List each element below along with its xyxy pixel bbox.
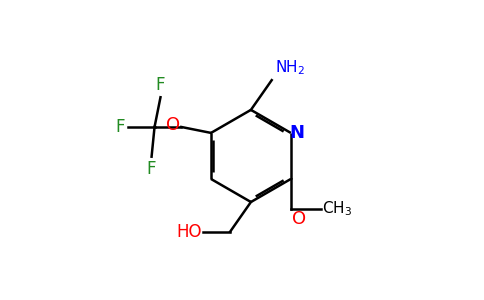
Text: CH$_3$: CH$_3$ [322, 200, 352, 218]
Text: HO: HO [176, 223, 202, 241]
Text: O: O [166, 116, 180, 134]
Text: N: N [290, 124, 305, 142]
Text: F: F [156, 76, 165, 94]
Text: F: F [115, 118, 125, 136]
Text: F: F [147, 160, 156, 178]
Text: NH$_2$: NH$_2$ [275, 58, 305, 77]
Text: O: O [292, 210, 306, 228]
